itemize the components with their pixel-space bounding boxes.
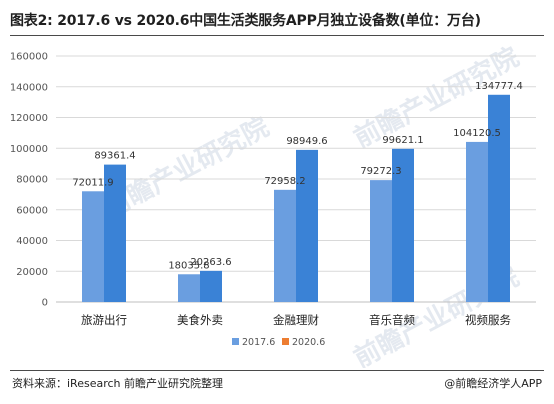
data-label: 99621.1 [382,135,423,146]
y-tick-label: 120000 [10,113,48,124]
y-tick-label: 80000 [16,175,48,186]
footer-rule [10,370,544,371]
legend: 2017.6 2020.6 [232,337,325,348]
data-label: 18035.8 [168,260,209,271]
y-axis-ticks: 0 20000 40000 60000 80000 100000 120000 140000 1… [10,52,48,309]
legend-label: 2020.6 [292,337,325,348]
y-tick-label: 140000 [10,82,48,93]
bar-2017.6-音乐音频 [370,180,392,302]
y-tick-label: 20000 [16,267,48,278]
data-label: 89361.4 [94,151,135,162]
category-label: 旅游出行 [81,313,127,327]
category-label: 金融理财 [273,313,319,327]
bar-2017.6-美食外卖 [178,274,200,302]
data-label: 134777.4 [475,81,523,92]
category-label: 美食外卖 [177,313,223,327]
bar-chart: 前瞻产业研究院 前瞻产业研究院 前瞻产业研究院 0200004000060000… [10,41,536,368]
category-label: 视频服务 [465,313,511,327]
bar-2017.6-视频服务 [466,141,488,302]
y-tick-label: 60000 [16,205,48,216]
bar-2020.6-金融理财 [296,149,318,302]
y-tick-label: 0 [42,298,48,309]
bar-2020.6-音乐音频 [392,148,414,302]
y-tick-label: 40000 [16,236,48,247]
data-label: 72011.9 [72,177,113,188]
bar-2017.6-金融理财 [274,189,296,302]
bar-2017.6-旅游出行 [82,191,104,302]
bars [82,94,510,302]
y-tick-label: 160000 [10,52,48,63]
bar-2020.6-视频服务 [488,94,510,302]
legend-swatch [232,338,239,345]
data-label: 79272.3 [360,166,401,177]
data-label: 72958.2 [264,176,305,187]
bar-2020.6-旅游出行 [104,164,126,302]
bar-2020.6-美食外卖 [200,270,222,302]
chart-title: 图表2: 2017.6 vs 2020.6中国生活类服务APP月独立设备数(单位… [10,13,481,29]
category-label: 音乐音频 [369,313,415,327]
legend-label: 2017.6 [242,337,275,348]
data-label: 98949.6 [286,136,327,147]
category-labels: 旅游出行 美食外卖 金融理财 音乐音频 视频服务 [81,313,511,327]
data-label: 104120.5 [453,128,501,139]
title-rule [10,35,544,36]
credit-text: @前瞻经济学人APP [444,377,542,390]
source-note: 资料来源：iResearch 前瞻产业研究院整理 [12,377,224,390]
y-tick-label: 100000 [10,144,48,155]
legend-swatch [282,338,289,345]
data-label: 20263.6 [190,257,231,268]
